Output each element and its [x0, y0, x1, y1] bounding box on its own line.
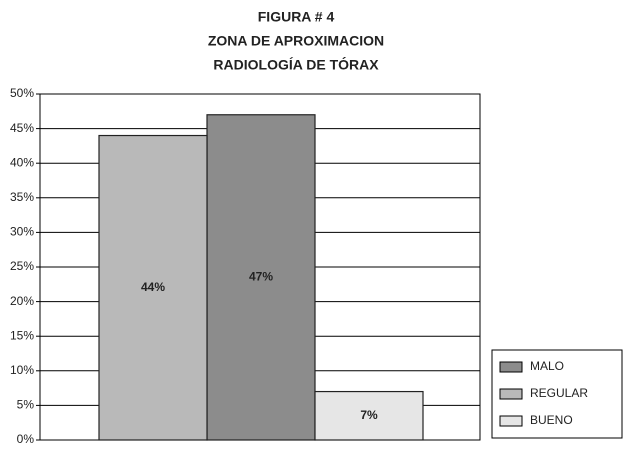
legend-label: MALO	[530, 359, 564, 373]
y-tick-label: 25%	[10, 259, 34, 273]
y-tick-label: 35%	[10, 190, 34, 204]
y-tick-label: 20%	[10, 294, 34, 308]
chart-title: RADIOLOGÍA DE TÓRAX	[213, 56, 379, 73]
y-tick-label: 0%	[17, 432, 35, 446]
y-tick-label: 45%	[10, 121, 34, 135]
value-label: 7%	[360, 408, 378, 422]
bar	[314, 390, 424, 441]
bar	[98, 134, 208, 441]
legend-swatch	[499, 388, 523, 400]
y-tick-label: 15%	[10, 328, 34, 342]
legend-swatch	[499, 415, 523, 427]
y-tick-label: 5%	[17, 398, 35, 412]
y-tick-label: 30%	[10, 225, 34, 239]
value-label: 44%	[141, 280, 165, 294]
y-tick-label: 40%	[10, 155, 34, 169]
bar	[206, 114, 316, 441]
legend-swatch	[499, 361, 523, 373]
legend-label: BUENO	[530, 413, 573, 427]
y-tick-label: 50%	[10, 86, 34, 100]
legend-label: REGULAR	[530, 386, 588, 400]
chart-title: FIGURA # 4	[258, 9, 335, 25]
chart-title: ZONA DE APROXIMACION	[208, 33, 384, 49]
value-label: 47%	[249, 270, 273, 284]
y-tick-label: 10%	[10, 363, 34, 377]
